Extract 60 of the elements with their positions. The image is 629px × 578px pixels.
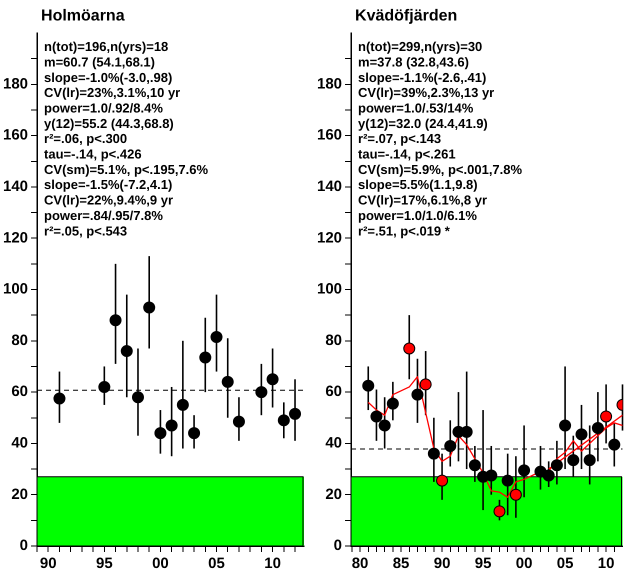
y-tick-label: 60 — [325, 383, 342, 400]
annotation: r²=.05, p<.543 — [44, 223, 128, 238]
x-tick-label: 95 — [96, 555, 113, 572]
annotation: CV(sm)=5.9%, p<.001,7.8% — [358, 162, 522, 177]
annotation: CV(lr)=39%,2.3%,13 yr — [358, 85, 494, 100]
x-tick-label: 80 — [352, 555, 368, 572]
x-tick-label: 10 — [264, 555, 281, 572]
y-tick-label: 140 — [316, 178, 342, 196]
y-tick-label: 80 — [325, 332, 342, 349]
chart-title: Holmöarna — [41, 7, 125, 24]
annotation: slope=-1.5%(-7.2,4.1) — [44, 177, 172, 192]
y-tick-label: 160 — [2, 126, 28, 144]
y-tick-label: 80 — [11, 332, 28, 349]
y-tick-label: 20 — [11, 486, 28, 503]
y-tick-label: 160 — [316, 126, 342, 144]
y-tick-label: 180 — [316, 75, 342, 92]
annotation: y(12)=55.2 (44.3,68.8) — [44, 116, 174, 131]
annotation: r²=.06, p<.300 — [44, 131, 128, 146]
chart-title: Kvädöfjärden — [355, 7, 458, 24]
x-tick-label: 00 — [152, 555, 169, 572]
annotation: CV(lr)=22%,9.4%,9 yr — [44, 192, 174, 208]
x-tick-label: 05 — [208, 555, 225, 572]
y-tick-label: 40 — [11, 434, 28, 452]
y-tick-label: 180 — [2, 75, 28, 92]
annotation: power=1.0/1.0/6.1% — [358, 208, 478, 223]
annotation: power=1.0/.92/8.4% — [44, 100, 164, 116]
annotation: tau=-.14, p<.426 — [44, 146, 142, 162]
annotation: power=1.0/.53/14% — [358, 100, 474, 116]
annotation: m=37.8 (32.8,43.6) — [358, 54, 469, 70]
annotation: r²=.07, p<.143 — [358, 131, 442, 146]
y-tick-label: 100 — [316, 280, 342, 298]
y-tick-label: 0 — [334, 537, 342, 554]
annotation: CV(sm)=5.1%, p<.195,7.6% — [44, 162, 208, 177]
y-tick-label: 140 — [2, 178, 28, 196]
annotation: slope=-1.1%(-2.6,.41) — [358, 70, 486, 85]
annotation: tau=-.14, p<.261 — [358, 146, 456, 162]
x-tick-label: 90 — [434, 555, 450, 572]
annotation: power=.84/.95/7.8% — [44, 208, 164, 223]
x-tick-label: 85 — [392, 555, 410, 572]
annotation: n(tot)=299,n(yrs)=30 — [358, 39, 482, 54]
y-tick-label: 40 — [325, 434, 342, 452]
x-tick-label: 05 — [556, 555, 574, 572]
x-tick-label: 90 — [40, 555, 57, 572]
annotation: CV(lr)=23%,3.1%,10 yr — [44, 85, 180, 100]
annotation: r²=.51, p<.019 * — [358, 223, 451, 238]
y-tick-label: 20 — [325, 486, 342, 503]
y-tick-label: 60 — [11, 383, 28, 400]
y-tick-label: 100 — [2, 280, 28, 298]
y-tick-label: 120 — [2, 229, 28, 246]
annotation: n(tot)=196,n(yrs)=18 — [44, 39, 168, 54]
annotation: y(12)=32.0 (24.4,41.9) — [358, 116, 488, 131]
x-tick-label: 00 — [516, 555, 532, 572]
annotation: CV(lr)=17%,6.1%,8 yr — [358, 192, 488, 208]
y-tick-label: 120 — [316, 229, 342, 246]
y-tick-label: 0 — [20, 537, 28, 554]
x-tick-label: 95 — [474, 555, 492, 572]
x-tick-label: 10 — [598, 555, 614, 572]
annotation: m=60.7 (54.1,68.1) — [44, 54, 155, 70]
annotation: slope=-1.0%(-3.0,.98) — [44, 70, 172, 85]
annotation: slope=5.5%(1.1,9.8) — [358, 177, 478, 192]
